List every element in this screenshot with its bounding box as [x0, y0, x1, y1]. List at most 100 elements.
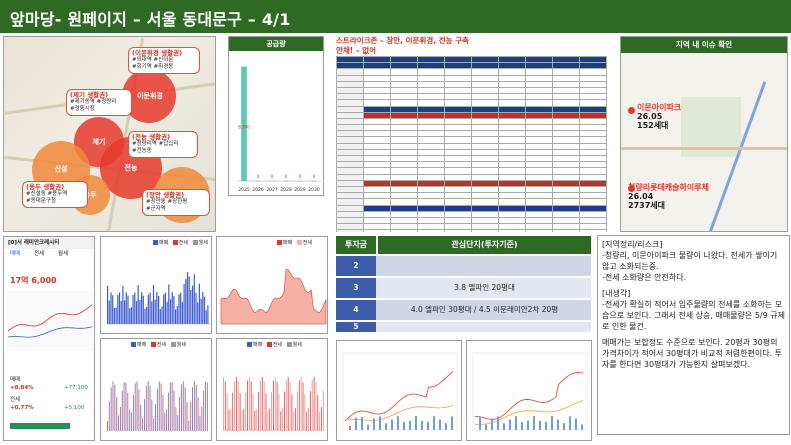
trade-bar [173, 296, 175, 324]
trade-bar [193, 274, 195, 324]
trade-bar [183, 283, 185, 324]
bm-bar [252, 393, 254, 431]
bm-bar [300, 377, 302, 431]
trade-bar [141, 292, 143, 324]
phone-tab-wolse[interactable]: 월세 [58, 251, 69, 257]
phone-progress-bar [10, 423, 70, 429]
location-panel: 지역 내 이슈 확인 이문아이파크 26.05 152세대 청량리롯데캐슬하이루… [620, 36, 788, 232]
phone-tab-jeonse[interactable]: 전세 [34, 251, 45, 257]
supply-year-label: 2028 [280, 187, 292, 193]
bl-bar [182, 381, 184, 431]
bl-bar [125, 382, 127, 431]
bm-bar [291, 394, 293, 431]
bm-bar [223, 377, 224, 431]
bl-bar [206, 382, 208, 431]
road [621, 147, 787, 150]
invest-row[interactable]: 5 [336, 322, 591, 332]
invest-row[interactable]: 3 3.8 엘파인 20평대 [336, 278, 591, 298]
bl-bar [166, 409, 168, 431]
price-volume-bar [379, 416, 381, 430]
supply-chart: 8,300 2025 0 2026 0 2027 0 2028 0 2029 0 2030 [237, 66, 321, 193]
grid-cell [390, 229, 418, 232]
price-volume-bar [349, 426, 351, 430]
bl-bar [127, 392, 129, 431]
bm-bar [298, 380, 300, 431]
phone-chart-bg [6, 291, 94, 351]
supply-value-label: 0 [271, 174, 274, 179]
bl-bar [153, 418, 155, 431]
notes-panel: [지역정리/리스크] -청량리, 이문아이파크 물량이 나왔다. 전세가 쌓이기… [597, 235, 790, 435]
bm-bar [237, 381, 239, 431]
callout-jangan: (장안 생활권) #장안동 #장한평 #군자역 [142, 189, 210, 216]
phone-app-title: [0]서 래미안크레시티 [8, 240, 60, 246]
price-volume-bar [485, 424, 487, 430]
price-volume-bar [545, 421, 547, 430]
bm-bar [230, 409, 232, 431]
bm-bar [274, 377, 276, 431]
price-volume-bar [557, 419, 559, 430]
pin-cheongnyangni-icon[interactable] [628, 185, 635, 192]
supply-title: 공급량 [229, 37, 323, 51]
trade-bar [180, 292, 182, 324]
bl-bar [162, 394, 164, 431]
zone-label-jeonnong: 전농 [124, 164, 138, 172]
price-plot-area [342, 352, 458, 431]
marker-cheongnyangni: 청량리롯데캐슬하이루체 26.04 2737세대 [628, 183, 709, 210]
invest-amount: 4 [336, 300, 376, 320]
supply-panel: 공급량 8,300 2025 0 2026 0 2027 0 2028 0 2029 0 2030 [228, 36, 324, 196]
bm-bar [313, 377, 315, 431]
bm-bar [267, 410, 269, 431]
life-zone-map: 이문휘경 제기 전농 장안 신설 용두 (이문휘경 생활권) #외대역 #신이문… [3, 36, 216, 232]
price-plot-area [472, 352, 588, 431]
pin-imun-icon[interactable] [628, 107, 635, 114]
invest-row[interactable]: 4 4.0 엘파인 30평대 / 4.5 이문래미안2차 20평 [336, 300, 591, 320]
bm-bar [235, 377, 237, 431]
price-volume-bar [497, 416, 499, 430]
price-volume-bar [367, 424, 369, 430]
bl-bar [195, 384, 197, 431]
bm-bar [232, 392, 234, 431]
price-volume-bar [439, 419, 441, 430]
bl-bar [129, 409, 131, 431]
price-chart-panel-1 [336, 340, 462, 441]
callout-jeonnong: (전농 생활권) #청량리역 #답십리 #전농동 [128, 131, 198, 158]
supply-value-label: 0 [257, 174, 260, 179]
phone-sale-line [7, 304, 93, 332]
marker-imun-name: 이문아이파크 [637, 103, 682, 112]
invest-row[interactable]: 2 [336, 256, 591, 276]
bottom-left-legend: 매매 전세 월세 [131, 342, 186, 348]
trade-bar [115, 307, 117, 324]
marker-cheongnyangni-name: 청량리롯데캐슬하이루체 [628, 183, 709, 192]
bm-bar [315, 382, 317, 431]
trade-legend: 매매 전세 월세 [153, 240, 208, 246]
bl-bar [186, 402, 188, 431]
legend-item: 전세 [272, 342, 282, 348]
bl-bar [179, 396, 181, 431]
bottom-mid-chart [223, 377, 324, 431]
bm-bar [258, 392, 260, 431]
trade-bar [161, 306, 163, 324]
callout-line: #동대문구청 [26, 198, 56, 204]
price-volume-bar [433, 416, 435, 430]
bl-bar [116, 397, 118, 431]
supply-year-label: 2025 [238, 187, 250, 193]
strike-zone-text: 스트라이크존 – 장안, 이문휘경, 전농 구축 [336, 36, 469, 45]
supply-value-label: 0 [313, 174, 316, 179]
grid-cell [471, 229, 499, 232]
phone-stat-jeonse-sub: +5,100 [64, 405, 85, 411]
bl-bar [164, 412, 166, 431]
callout-title: (제기 생활권) [70, 91, 109, 99]
zone-label-yongdu: 용두 [83, 191, 97, 199]
bm-bar [276, 381, 278, 431]
supply-year-label: 2026 [252, 187, 264, 193]
trade-volume-chart-panel: 매매 전세 월세 [100, 236, 212, 334]
price-volume-bar [575, 418, 577, 430]
price-volume-bar [427, 421, 429, 430]
callout-line: #군자역 [146, 206, 166, 212]
bm-bar [304, 394, 306, 431]
bm-bar [245, 392, 247, 431]
bl-bar [136, 381, 138, 431]
title-bar: 앞마당- 원페이지 – 서울 동대문구 – 4/1 [0, 0, 791, 33]
phone-tab-sale[interactable]: 매매 [10, 251, 21, 257]
price-volume-bar [533, 416, 535, 430]
